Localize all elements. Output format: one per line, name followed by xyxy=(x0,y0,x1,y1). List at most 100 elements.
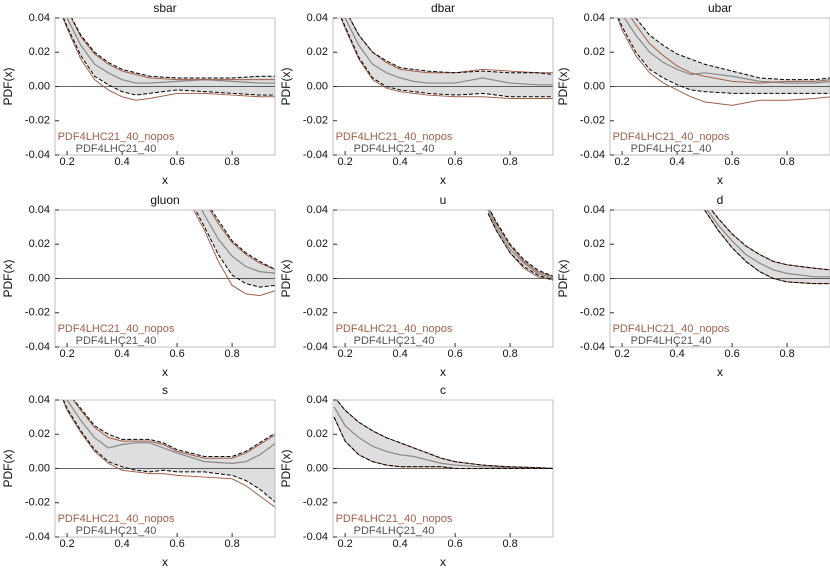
y-tick-label: 0.00 xyxy=(29,272,50,284)
plot-area xyxy=(333,210,553,281)
y-tick-label: 0.02 xyxy=(29,238,50,250)
y-tick-label: -0.02 xyxy=(25,115,50,127)
band-upper xyxy=(73,400,275,458)
central-line xyxy=(333,406,553,470)
nopos-upper xyxy=(489,210,553,277)
nopos-lower xyxy=(617,18,830,106)
chart-title: ubar xyxy=(708,1,732,15)
legend-entry: PDF4LHC21_40 xyxy=(354,525,435,537)
y-tick-label: 0.02 xyxy=(307,46,328,58)
y-tick-label: -0.02 xyxy=(580,307,605,319)
band-lower xyxy=(333,416,553,469)
y-tick-label: 0.00 xyxy=(307,272,328,284)
legend-entry: PDF4LHC21_40 xyxy=(76,143,157,155)
y-tick-label: 0.00 xyxy=(584,272,605,284)
y-tick-label: 0.04 xyxy=(307,12,328,24)
nopos-upper xyxy=(209,210,275,271)
y-tick-label: -0.02 xyxy=(303,497,328,509)
nopos-lower xyxy=(62,400,275,508)
x-tick-label: 0.4 xyxy=(392,156,407,168)
y-tick-label: 0.02 xyxy=(584,46,605,58)
x-tick-label: 0.2 xyxy=(59,156,74,168)
error-band xyxy=(63,18,275,96)
x-tick-label: 0.6 xyxy=(447,538,462,550)
nopos-lower xyxy=(487,213,553,281)
error-band xyxy=(334,400,553,469)
x-tick-label: 0.4 xyxy=(114,348,129,360)
x-axis-label: x xyxy=(717,173,723,187)
x-tick-label: 0.4 xyxy=(669,156,684,168)
x-axis-label: x xyxy=(162,365,168,379)
x-tick-label: 0.8 xyxy=(224,348,239,360)
x-tick-label: 0.8 xyxy=(502,156,517,168)
legend-entry: PDF4LHC21_40_nopos xyxy=(336,513,453,525)
legend-entry: PDF4LHC21_40 xyxy=(631,335,712,347)
nopos-lower xyxy=(62,18,275,101)
legend-entry: PDF4LHC21_40_nopos xyxy=(336,131,453,143)
legend-entry: PDF4LHC21_40_nopos xyxy=(613,131,730,143)
y-tick-label: 0.02 xyxy=(307,428,328,440)
x-tick-label: 0.2 xyxy=(59,348,74,360)
y-tick-label: 0.00 xyxy=(29,462,50,474)
x-tick-label: 0.6 xyxy=(447,156,462,168)
band-upper xyxy=(71,18,275,79)
plot-area xyxy=(333,400,553,470)
y-axis-label: PDF(x) xyxy=(279,260,293,298)
y-axis-label: PDF(x) xyxy=(1,260,15,298)
band-lower xyxy=(617,18,830,94)
chart-title: s xyxy=(162,383,168,397)
legend-entry: PDF4LHC21_40 xyxy=(631,143,712,155)
y-tick-label: 0.02 xyxy=(29,428,50,440)
central-line xyxy=(66,18,275,84)
x-axis-label: x xyxy=(440,555,446,569)
y-tick-label: -0.04 xyxy=(303,149,328,161)
x-tick-label: 0.8 xyxy=(224,538,239,550)
central-line xyxy=(706,210,830,278)
x-tick-label: 0.4 xyxy=(392,348,407,360)
x-tick-label: 0.6 xyxy=(724,348,739,360)
y-tick-label: 0.04 xyxy=(307,204,328,216)
x-axis-label: x xyxy=(162,555,168,569)
y-axis-label: PDF(x) xyxy=(556,260,570,298)
y-axis-label: PDF(x) xyxy=(1,68,15,106)
x-tick-label: 0.6 xyxy=(169,538,184,550)
y-tick-label: -0.02 xyxy=(25,307,50,319)
x-axis-label: x xyxy=(440,173,446,187)
band-lower xyxy=(487,213,553,281)
x-axis-label: x xyxy=(162,173,168,187)
central-line xyxy=(201,210,275,274)
x-tick-label: 0.8 xyxy=(502,348,517,360)
y-tick-label: 0.00 xyxy=(29,80,50,92)
legend-entry: PDF4LHC21_40_nopos xyxy=(58,513,175,525)
y-tick-label: -0.04 xyxy=(25,531,50,543)
plot-area xyxy=(333,18,553,99)
chart-title: dbar xyxy=(431,1,455,15)
y-tick-label: 0.04 xyxy=(584,204,605,216)
error-band xyxy=(618,18,830,94)
band-lower xyxy=(340,18,553,98)
band-lower xyxy=(62,18,275,96)
central-line xyxy=(66,400,275,464)
error-band xyxy=(488,210,553,280)
x-tick-label: 0.2 xyxy=(337,348,352,360)
y-tick-label: -0.04 xyxy=(580,149,605,161)
y-axis-label: PDF(x) xyxy=(556,68,570,106)
plot-area xyxy=(55,210,275,297)
central-line xyxy=(344,18,553,86)
plot-area xyxy=(610,18,830,106)
y-tick-label: 0.00 xyxy=(307,462,328,474)
y-tick-label: 0.04 xyxy=(307,394,328,406)
x-tick-label: 0.6 xyxy=(447,348,462,360)
y-tick-label: 0.02 xyxy=(29,46,50,58)
band-upper xyxy=(635,18,830,81)
chart-title: c xyxy=(440,383,446,397)
x-tick-label: 0.4 xyxy=(669,348,684,360)
y-tick-label: -0.04 xyxy=(303,531,328,543)
y-tick-label: 0.04 xyxy=(584,12,605,24)
y-tick-label: 0.04 xyxy=(29,204,50,216)
x-tick-label: 0.4 xyxy=(114,538,129,550)
band-upper xyxy=(349,18,553,75)
error-band xyxy=(63,400,275,502)
x-tick-label: 0.2 xyxy=(59,538,74,550)
x-axis-label: x xyxy=(717,365,723,379)
